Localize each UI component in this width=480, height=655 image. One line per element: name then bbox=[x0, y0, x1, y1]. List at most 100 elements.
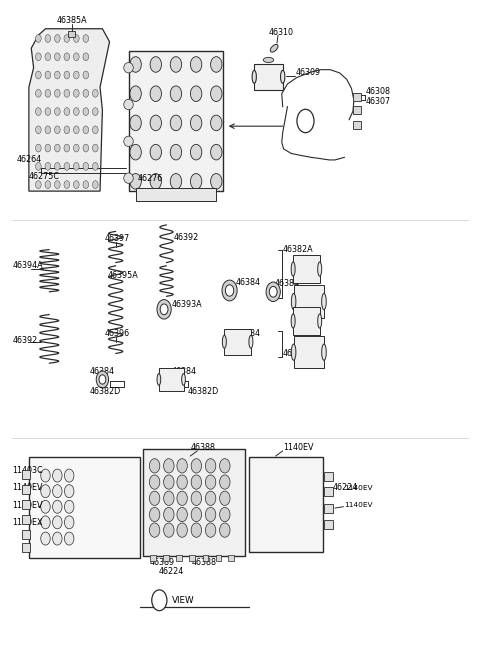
Circle shape bbox=[64, 107, 70, 115]
Circle shape bbox=[191, 174, 202, 189]
Circle shape bbox=[36, 181, 41, 189]
Circle shape bbox=[93, 107, 98, 115]
Circle shape bbox=[191, 523, 202, 537]
Circle shape bbox=[36, 35, 41, 43]
Circle shape bbox=[83, 35, 89, 43]
Circle shape bbox=[150, 144, 161, 160]
Text: 46389: 46389 bbox=[150, 558, 175, 567]
Circle shape bbox=[55, 126, 60, 134]
Polygon shape bbox=[29, 29, 109, 191]
Text: 46393A: 46393A bbox=[171, 300, 202, 309]
Ellipse shape bbox=[291, 293, 296, 310]
Circle shape bbox=[164, 458, 174, 473]
Circle shape bbox=[73, 89, 79, 97]
Circle shape bbox=[191, 115, 202, 131]
Circle shape bbox=[45, 144, 51, 152]
Ellipse shape bbox=[322, 344, 326, 360]
Ellipse shape bbox=[318, 314, 322, 328]
Ellipse shape bbox=[222, 335, 227, 348]
Text: 46396: 46396 bbox=[105, 329, 130, 339]
Circle shape bbox=[64, 162, 70, 170]
Circle shape bbox=[93, 181, 98, 189]
Text: 46310: 46310 bbox=[268, 28, 293, 37]
Bar bbox=[159, 367, 183, 391]
Circle shape bbox=[211, 115, 222, 131]
Circle shape bbox=[41, 500, 50, 514]
Circle shape bbox=[205, 508, 216, 521]
Circle shape bbox=[64, 89, 70, 97]
Text: 46384: 46384 bbox=[89, 367, 114, 376]
Circle shape bbox=[45, 126, 51, 134]
Bar bbox=[324, 519, 333, 529]
Circle shape bbox=[36, 71, 41, 79]
Ellipse shape bbox=[124, 173, 133, 183]
Text: 46382A: 46382A bbox=[283, 349, 313, 358]
Circle shape bbox=[36, 126, 41, 134]
Ellipse shape bbox=[249, 335, 253, 348]
Circle shape bbox=[226, 285, 234, 296]
Circle shape bbox=[170, 57, 181, 72]
Text: 46397: 46397 bbox=[105, 234, 130, 243]
Circle shape bbox=[164, 508, 174, 521]
Circle shape bbox=[149, 475, 160, 489]
Text: 46308: 46308 bbox=[366, 87, 391, 96]
Circle shape bbox=[64, 516, 74, 529]
Bar bbox=[250, 457, 323, 552]
Circle shape bbox=[41, 485, 50, 498]
Circle shape bbox=[150, 57, 161, 72]
Circle shape bbox=[130, 115, 141, 131]
Ellipse shape bbox=[252, 70, 256, 83]
Circle shape bbox=[170, 115, 181, 131]
Ellipse shape bbox=[291, 262, 295, 276]
Text: 46388: 46388 bbox=[192, 558, 216, 567]
Text: 1140EV: 1140EV bbox=[12, 483, 43, 493]
Text: 46382D: 46382D bbox=[188, 386, 219, 396]
Bar bbox=[353, 106, 361, 115]
Circle shape bbox=[191, 86, 202, 102]
Circle shape bbox=[177, 523, 187, 537]
Circle shape bbox=[64, 71, 70, 79]
Bar bbox=[324, 487, 333, 496]
Circle shape bbox=[73, 71, 79, 79]
Circle shape bbox=[160, 304, 168, 314]
Circle shape bbox=[64, 35, 70, 43]
Bar bbox=[353, 93, 361, 102]
Text: 46385A: 46385A bbox=[56, 16, 87, 25]
Circle shape bbox=[205, 475, 216, 489]
Circle shape bbox=[211, 57, 222, 72]
Circle shape bbox=[157, 299, 171, 319]
Circle shape bbox=[191, 475, 202, 489]
Text: 46224: 46224 bbox=[333, 483, 358, 493]
Text: 1140EV: 1140EV bbox=[344, 502, 373, 508]
Circle shape bbox=[45, 53, 51, 61]
Circle shape bbox=[93, 144, 98, 152]
Circle shape bbox=[150, 86, 161, 102]
Ellipse shape bbox=[124, 136, 133, 147]
Circle shape bbox=[219, 475, 230, 489]
Circle shape bbox=[53, 516, 62, 529]
Circle shape bbox=[45, 162, 51, 170]
Text: 1140EX: 1140EX bbox=[12, 518, 43, 527]
Circle shape bbox=[83, 89, 89, 97]
Circle shape bbox=[177, 508, 187, 521]
Ellipse shape bbox=[322, 293, 326, 310]
Circle shape bbox=[149, 508, 160, 521]
Ellipse shape bbox=[124, 100, 133, 110]
Circle shape bbox=[73, 126, 79, 134]
Text: 1140EV: 1140EV bbox=[344, 485, 373, 491]
Circle shape bbox=[64, 500, 74, 514]
Circle shape bbox=[219, 491, 230, 506]
Ellipse shape bbox=[270, 45, 278, 52]
Circle shape bbox=[205, 523, 216, 537]
Bar bbox=[353, 121, 361, 130]
Text: 46388: 46388 bbox=[190, 443, 215, 452]
Ellipse shape bbox=[281, 70, 285, 83]
Circle shape bbox=[130, 174, 141, 189]
Circle shape bbox=[164, 523, 174, 537]
Circle shape bbox=[53, 532, 62, 545]
Ellipse shape bbox=[263, 58, 274, 62]
Circle shape bbox=[149, 523, 160, 537]
Circle shape bbox=[266, 282, 280, 301]
Bar bbox=[29, 457, 140, 558]
Bar bbox=[22, 500, 30, 510]
